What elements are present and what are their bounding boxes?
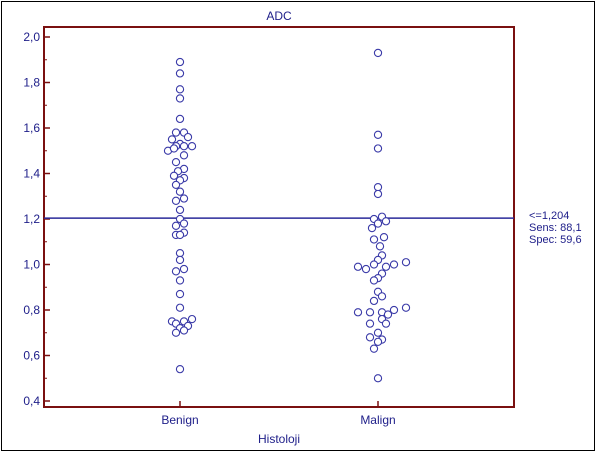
y-tick-label: 1,4 — [23, 167, 40, 181]
data-point — [365, 319, 375, 328]
data-point — [187, 314, 197, 324]
data-point — [175, 364, 185, 374]
data-point — [369, 276, 379, 285]
data-point — [353, 308, 363, 317]
cutoff-label-line: Spec: 59,6 — [529, 234, 582, 246]
data-point — [401, 258, 411, 267]
data-point — [373, 337, 383, 346]
data-point — [175, 114, 185, 124]
data-point — [373, 144, 383, 153]
data-point — [367, 223, 377, 233]
data-point — [171, 221, 181, 230]
y-tick-label: 0,6 — [23, 349, 40, 363]
data-point — [373, 219, 383, 228]
data-point — [361, 264, 371, 274]
data-point — [179, 194, 189, 203]
data-point — [175, 57, 185, 67]
data-point — [179, 264, 189, 274]
data-point — [389, 260, 399, 269]
data-point — [369, 344, 379, 353]
data-point — [401, 303, 411, 312]
data-point — [365, 308, 375, 317]
data-point — [175, 248, 185, 258]
data-point — [369, 296, 379, 306]
data-point — [381, 262, 391, 271]
data-point — [187, 142, 197, 151]
data-point — [381, 217, 391, 226]
cutoff-label-line: <=1,204 — [529, 210, 569, 222]
data-point — [171, 328, 181, 337]
y-tick-label: 1,0 — [23, 258, 40, 272]
data-point — [383, 310, 393, 319]
data-point — [175, 230, 185, 240]
data-point — [175, 255, 185, 265]
chart-title: ADC — [266, 9, 292, 23]
data-point — [179, 151, 189, 160]
data-point — [171, 180, 181, 190]
y-tick-label: 2,0 — [23, 30, 40, 44]
data-point — [175, 276, 185, 285]
data-point — [373, 130, 383, 139]
data-point — [169, 171, 179, 180]
data-point — [175, 69, 185, 78]
data-point — [167, 135, 177, 144]
data-point — [377, 292, 387, 301]
x-axis: Benign Malign — [161, 401, 396, 427]
data-point — [171, 267, 181, 276]
data-point — [373, 48, 383, 58]
data-point — [175, 94, 185, 103]
data-point — [365, 333, 375, 342]
data-point — [369, 260, 379, 269]
data-point — [381, 319, 391, 328]
y-tick-label: 0,8 — [23, 303, 40, 317]
data-point — [373, 374, 383, 383]
data-point — [179, 142, 189, 151]
data-points — [163, 48, 411, 383]
data-point — [183, 132, 193, 142]
x-tick-label: Benign — [161, 413, 198, 427]
y-axis: 0,4 0,6 0,8 1,0 1,2 1,4 1,6 1,8 2,0 — [23, 30, 50, 408]
data-point — [379, 233, 389, 242]
x-axis-label: Histoloji — [258, 432, 300, 446]
y-tick-label: 1,8 — [23, 76, 40, 90]
data-point — [175, 289, 185, 299]
y-tick-label: 1,6 — [23, 121, 40, 135]
cutoff-label-line: Sens: 88,1 — [529, 222, 582, 234]
data-point — [175, 205, 185, 215]
data-point — [373, 189, 383, 199]
data-point — [169, 144, 179, 153]
data-point — [179, 326, 189, 335]
data-point — [389, 305, 399, 315]
data-point — [179, 219, 189, 228]
data-point — [369, 235, 379, 244]
data-point — [175, 187, 185, 196]
data-point — [375, 242, 385, 251]
data-point — [171, 196, 181, 205]
data-point — [171, 128, 181, 137]
data-point — [373, 328, 383, 337]
data-point — [353, 262, 363, 271]
x-tick-label: Malign — [360, 413, 395, 427]
data-point — [175, 85, 185, 94]
data-point — [373, 182, 383, 192]
y-tick-label: 0,4 — [23, 394, 40, 408]
data-point — [171, 157, 181, 167]
data-point — [175, 303, 185, 312]
y-tick-label: 1,2 — [23, 212, 40, 226]
plot-frame — [43, 26, 515, 408]
